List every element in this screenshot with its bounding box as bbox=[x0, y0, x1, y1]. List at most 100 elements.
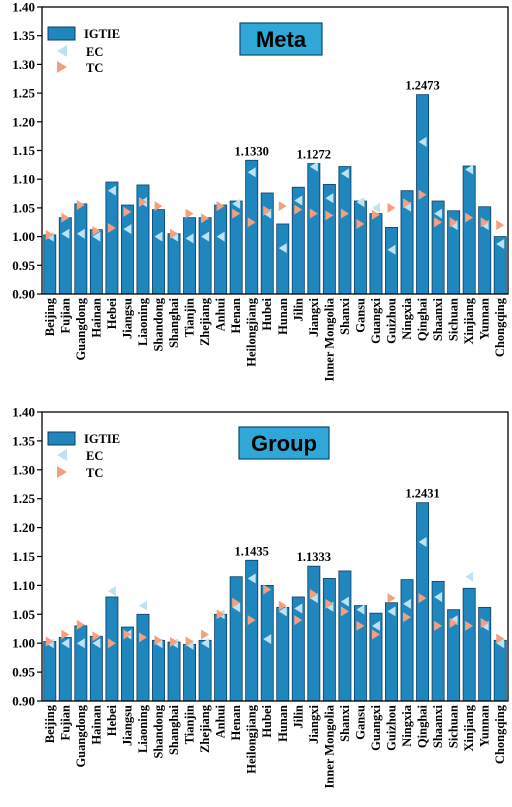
ec-marker-guangxi bbox=[371, 620, 380, 631]
bar-hainan bbox=[89, 635, 103, 702]
tc-marker-sichuan bbox=[449, 617, 458, 628]
ec-marker-chongqing bbox=[496, 638, 505, 649]
tc-marker-anhui bbox=[216, 609, 225, 620]
ec-marker-anhui bbox=[216, 231, 225, 242]
x-tick-label-hunan: Hunan bbox=[276, 298, 290, 335]
x-tick-label-xinjiang: Xinjiang bbox=[462, 297, 476, 344]
x-tick-label-henan: Henan bbox=[229, 705, 243, 740]
bar-zhejiang bbox=[198, 217, 212, 295]
tc-marker-ningxia bbox=[403, 612, 412, 623]
legend-label-ec: EC bbox=[86, 45, 103, 59]
y-tick-label: 1.25 bbox=[12, 491, 35, 506]
y-tick-label: 1.30 bbox=[12, 462, 35, 477]
bar-xinjiang bbox=[462, 165, 476, 295]
tc-marker-hunan bbox=[278, 201, 287, 212]
x-tick-label-yunnan: Yunnan bbox=[478, 705, 492, 747]
ec-marker-shanxi bbox=[340, 596, 349, 607]
x-tick-label-beijing: Beijing bbox=[43, 297, 57, 336]
x-tick-label-henan: Henan bbox=[229, 298, 243, 333]
legend-marker-ec bbox=[57, 449, 67, 461]
bar-shandong bbox=[152, 209, 165, 295]
x-tick-label-shaanxi: Shaanxi bbox=[431, 297, 445, 341]
y-tick-label: 1.25 bbox=[12, 86, 35, 101]
ec-marker-henan bbox=[232, 198, 241, 209]
panel-title-text: Group bbox=[251, 431, 317, 456]
x-tick-label-ningxia: Ningxia bbox=[400, 704, 414, 746]
x-tick-label-shanghai: Shanghai bbox=[167, 297, 181, 348]
ec-marker-liaoning bbox=[138, 600, 147, 611]
bar-heilongjiang bbox=[245, 559, 259, 702]
x-tick-label-liaoning: Liaoning bbox=[136, 704, 150, 753]
x-tick-label-ningxia: Ningxia bbox=[400, 297, 414, 339]
y-tick-label: 0.90 bbox=[12, 287, 35, 302]
x-tick-label-shanghai: Shanghai bbox=[167, 704, 181, 755]
bar-hainan bbox=[89, 229, 103, 295]
legend-label-ec: EC bbox=[86, 449, 103, 463]
tc-marker-shaanxi bbox=[434, 620, 443, 631]
legend-label-igtie: IGTIE bbox=[84, 432, 120, 446]
bar-shanxi bbox=[338, 166, 352, 295]
legend-swatch-igtie bbox=[47, 431, 76, 446]
bar-beijing bbox=[43, 641, 57, 702]
x-tick-label-hunan: Hunan bbox=[276, 705, 290, 742]
x-tick-label-guangdong: Guangdong bbox=[74, 297, 88, 360]
x-tick-label-qinghai: Qinghai bbox=[416, 297, 430, 341]
plot-frame bbox=[41, 411, 509, 702]
x-tick-label-guizhou: Guizhou bbox=[385, 705, 399, 751]
tc-marker-henan bbox=[232, 208, 241, 219]
tc-marker-shaanxi bbox=[434, 217, 443, 228]
tc-marker-jiangxi bbox=[309, 208, 318, 219]
x-tick-label-zhejiang: Zhejiang bbox=[198, 704, 212, 753]
x-tick-label-jiangxi: Jiangxi bbox=[307, 297, 321, 336]
x-tick-label-shaanxi: Shaanxi bbox=[431, 704, 445, 748]
x-tick-label-anhui: Anhui bbox=[214, 297, 228, 331]
x-tick-label-fujian: Fujian bbox=[58, 298, 72, 333]
ec-marker-xinjiang bbox=[465, 571, 474, 582]
bar-hunan bbox=[276, 223, 290, 295]
annotation-qinghai: 1.2473 bbox=[405, 79, 439, 93]
y-tick-label: 1.15 bbox=[12, 143, 35, 158]
bar-liaoning bbox=[136, 613, 150, 702]
x-tick-label-heilongjiang: Heilongjiang bbox=[245, 297, 259, 367]
tc-marker-yunnan bbox=[480, 217, 489, 228]
x-tick-label-guangxi: Guangxi bbox=[369, 297, 383, 343]
tc-marker-guangxi bbox=[371, 629, 380, 640]
tc-marker-chongqing bbox=[496, 633, 505, 644]
tc-marker-qinghai bbox=[418, 189, 427, 200]
bar-guangdong bbox=[74, 203, 88, 295]
x-tick-label-inner-mongolia: Inner Mongolia bbox=[322, 704, 336, 788]
x-tick-label-hubei: Hubei bbox=[260, 704, 274, 737]
x-tick-label-guangxi: Guangxi bbox=[369, 704, 383, 750]
tc-marker-tianjin bbox=[185, 636, 194, 647]
y-tick-label: 1.05 bbox=[12, 607, 35, 622]
bar-guangdong bbox=[74, 625, 88, 702]
tc-marker-jiangxi bbox=[309, 589, 318, 600]
tc-marker-anhui bbox=[216, 201, 225, 212]
bar-inner-mongolia bbox=[322, 183, 336, 295]
ec-marker-jiangsu bbox=[123, 224, 132, 235]
ec-marker-guangxi bbox=[371, 202, 380, 213]
tc-marker-guangdong bbox=[76, 619, 85, 630]
annotation-qinghai: 1.2431 bbox=[405, 487, 439, 501]
legend-marker-tc bbox=[57, 466, 67, 478]
ec-marker-tianjin bbox=[185, 233, 194, 244]
x-tick-label-guangdong: Guangdong bbox=[74, 704, 88, 767]
ec-marker-hainan bbox=[92, 638, 101, 649]
legend-label-igtie: IGTIE bbox=[84, 27, 120, 41]
tc-marker-shanghai bbox=[170, 637, 179, 648]
tc-marker-inner-mongolia bbox=[325, 210, 334, 221]
x-tick-label-hainan: Hainan bbox=[89, 298, 103, 338]
y-tick-label: 1.35 bbox=[12, 433, 35, 448]
tc-marker-hainan bbox=[92, 225, 101, 236]
bar-gansu bbox=[353, 200, 367, 295]
tc-marker-sichuan bbox=[449, 217, 458, 228]
x-tick-label-liaoning: Liaoning bbox=[136, 297, 150, 346]
ec-marker-qinghai bbox=[418, 537, 427, 548]
bar-xinjiang bbox=[462, 587, 476, 702]
x-tick-label-beijing: Beijing bbox=[43, 704, 57, 743]
ec-marker-hainan bbox=[92, 231, 101, 242]
x-tick-label-chongqing: Chongqing bbox=[493, 704, 507, 764]
tc-marker-jilin bbox=[294, 204, 303, 215]
bar-heilongjiang bbox=[245, 159, 259, 295]
